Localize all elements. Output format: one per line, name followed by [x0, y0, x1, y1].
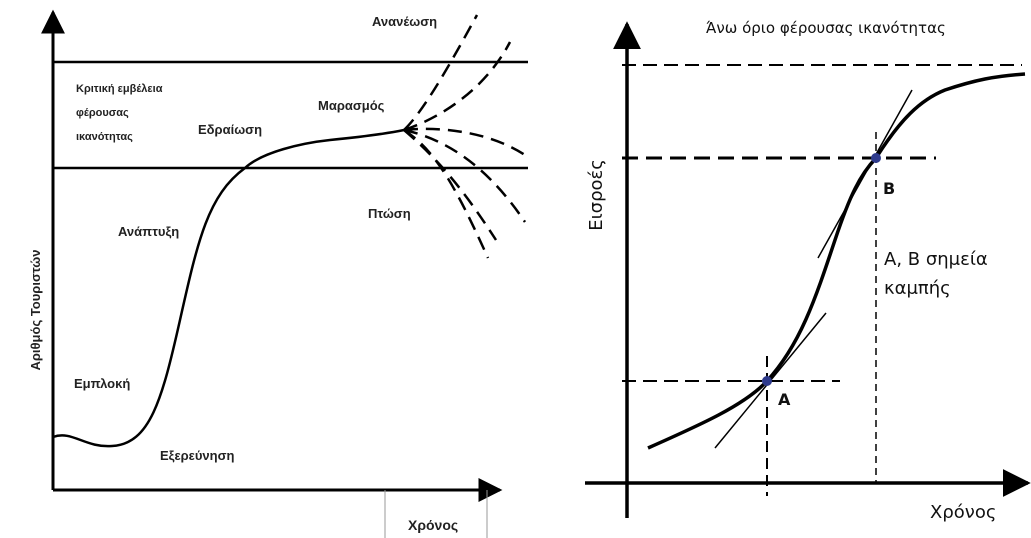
right-y-axis-label: Εισροές [586, 159, 607, 231]
scenario-reduced-growth [403, 128, 527, 223]
capacity-label-line3: ικανότητας [76, 131, 133, 143]
point-b-marker [871, 153, 881, 163]
stage-stagnation: Μαρασμός [318, 98, 385, 113]
point-a-marker [762, 376, 772, 386]
scenario-stabilize [403, 127, 526, 157]
right-x-axis-label: Χρόνος [930, 502, 996, 523]
point-b-label: B [883, 179, 895, 198]
point-a-label: A [778, 390, 791, 409]
future-scenarios [403, 14, 527, 259]
left-diagram: Αριθμός Τουριστών Χρόνος Κριτική εμβέλει… [28, 9, 528, 538]
capacity-label-line1: Κριτική εμβέλεια [76, 83, 163, 95]
lifecycle-curve [52, 128, 405, 448]
scenario-rejuvenation-strong [403, 14, 479, 131]
stage-involvement: Εμπλοκή [74, 376, 130, 391]
scenario-immediate-decline [403, 129, 498, 241]
scenario-decline [403, 128, 490, 259]
stage-development: Ανάπτυξη [118, 224, 179, 239]
left-y-axis-label: Αριθμός Τουριστών [28, 249, 43, 370]
inflection-note-line1: A, B σημεία [884, 249, 988, 270]
left-x-axis-label: Χρόνος [408, 517, 458, 533]
s-curve [647, 72, 1026, 450]
right-diagram: Άνω όριο φέρουσας ικανότητας Εισροές Χρό… [585, 19, 1031, 523]
stage-consolidation: Εδραίωση [198, 122, 262, 137]
stage-rejuvenation: Ανανέωση [372, 14, 437, 29]
inflection-note-line2: καμπής [884, 278, 951, 299]
capacity-label-line2: φέρουσας [76, 107, 129, 119]
stage-exploration: Εξερεύνηση [160, 448, 234, 463]
stage-decline: Πτώση [368, 206, 411, 221]
upper-limit-label: Άνω όριο φέρουσας ικανότητας [706, 19, 946, 37]
scenario-rejuvenation-mild [403, 41, 512, 132]
